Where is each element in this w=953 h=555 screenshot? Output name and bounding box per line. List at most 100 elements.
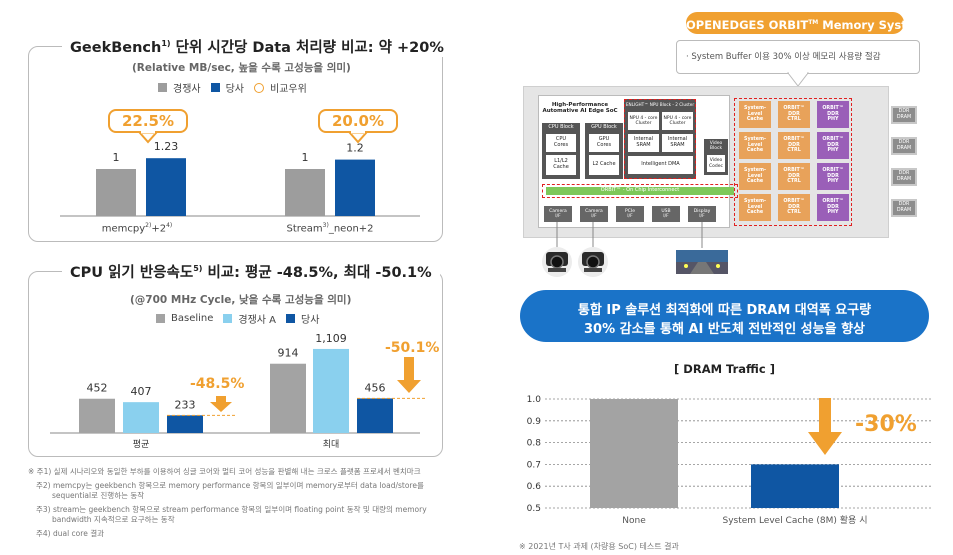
footnote-2: 주2) memcpy는 geekbench 항목으로 memory perfor… [36, 481, 424, 490]
geek-bar-value: 1.2 [346, 142, 364, 155]
footnote-3b: bandwidth 지속적으로 요구하는 동작 [52, 515, 175, 524]
cpu-bar-1-2 [123, 402, 159, 433]
footnote-3: 주3) stream는 geekbench 항목으로 stream perfor… [36, 505, 427, 514]
geek-bar-1-2 [146, 158, 186, 216]
ddr-ctrl-4: ORBIT™ DDR CTRL [778, 194, 810, 221]
legend-baseline: Baseline [171, 313, 214, 324]
traffic-ytick: 1.0 [527, 395, 542, 405]
cpu-bar-2-2 [313, 348, 349, 433]
if-pcie: PCIe I/F [616, 206, 644, 222]
geek-xlabel-stream: Stream3)_neon+2 [286, 222, 374, 235]
traffic-title: [ DRAM Traffic ] [674, 362, 775, 376]
ddr-phy-2: ORBIT™ DDR PHY [817, 132, 849, 159]
legend-advantage-icon [254, 82, 265, 93]
cpu-title: CPU 읽기 반응속도5) 비교: 평균 -48.5%, 최대 -50.1% [62, 261, 440, 282]
legend-ours: 당사 [225, 84, 245, 95]
footnote-2b: sequential로 진행하는 동작 [52, 491, 145, 500]
video-block-label: Video Block [709, 140, 723, 151]
orbit-badge: OPENEDGES ORBITTM Memory System [686, 12, 926, 34]
sram-2: Internal SRAM [662, 134, 693, 152]
traffic-delta: -30% [855, 412, 917, 437]
down-arrow-icon [808, 398, 842, 455]
headline-banner [520, 290, 929, 342]
system-level-cache-3: System- Level Cache [739, 163, 771, 190]
system-level-cache-1: System- Level Cache [739, 101, 771, 128]
traffic-xlabel: System Level Cache (8M) 활용 시 [723, 514, 868, 526]
traffic-xlabel: None [622, 516, 646, 526]
ddr-phy-4: ORBIT™ DDR PHY [817, 194, 849, 221]
orbit-callout-text: · System Buffer 이용 30% 이상 메모리 사용량 절감 [686, 52, 881, 62]
cpu-bar-value: 914 [278, 347, 299, 360]
ddr-ctrl-2: ORBIT™ DDR CTRL [778, 132, 810, 159]
headline-line-2: 30% 감소를 통해 AI 반도체 전반적인 성능을 향상 [583, 322, 865, 337]
cpu-category-label: 최대 [323, 439, 340, 450]
cpu-subtitle: (@700 MHz Cycle, 낮을 수록 고성능을 의미) [130, 294, 352, 306]
footnote-1: ※ 주1) 실제 시나리오와 동일한 부하를 이용하여 싱글 코어와 멀티 코어… [28, 467, 421, 476]
ddr-phy-3: ORBIT™ DDR PHY [817, 163, 849, 190]
cpu-legend: Baseline 경쟁사 A 당사 [156, 311, 319, 326]
geek-bar-value: 1 [302, 151, 309, 164]
ddr-dram-4: DDR DRAM [891, 199, 917, 217]
orbit-memory-dashed [734, 98, 852, 226]
cpu-cores: CPU Cores [546, 134, 576, 152]
legend-swatch-ours [210, 83, 220, 92]
gpu-block-label: GPU Block [591, 124, 617, 131]
legend-swatch-compA [223, 314, 233, 323]
video-codec: Video Codec [707, 155, 725, 172]
geek-bar-value: 1 [113, 151, 120, 164]
cpu-block-label: CPU Block [548, 124, 574, 131]
l1l2-cache: L1/L2 Cache [546, 155, 576, 175]
cpu-bar-2-3 [357, 398, 393, 433]
ddr-dram-2: DDR DRAM [891, 137, 917, 155]
geek-bar-2-2 [335, 159, 375, 216]
geek-bar-1-1 [96, 169, 136, 216]
if-camera-2: Camera I/F [580, 206, 608, 222]
if-camera-1: Camera I/F [544, 206, 572, 222]
if-usb: USB I/F [652, 206, 680, 222]
cpu-bar-value: 1,109 [315, 332, 347, 345]
camera-icon [578, 247, 608, 277]
geek-xlabel-memcpy: memcpy2)+24) [101, 222, 173, 235]
cpu-bar-1-3 [167, 415, 203, 433]
npu-cluster-1: NPU 4 - core Cluster [628, 112, 659, 130]
noc-dashed [542, 184, 738, 198]
cpu-bar-2-1 [270, 363, 306, 433]
ddr-ctrl-1: ORBIT™ DDR CTRL [778, 101, 810, 128]
camera-icon [542, 247, 572, 277]
geek-bar-2-1 [285, 169, 325, 216]
npu-cluster-2: NPU 4 - core Cluster [662, 112, 693, 130]
down-arrow-icon [397, 357, 421, 393]
gpu-cores: GPU Cores [589, 134, 619, 152]
intelligent-dma: Intelligent DMA [628, 156, 693, 174]
cpu-delta-avg: -48.5% [190, 376, 245, 392]
geek-badge-memcpy: 22.5% [108, 109, 188, 133]
ddr-dram-1: DDR DRAM [891, 106, 917, 124]
geek-bar-value: 1.23 [154, 140, 179, 153]
cpu-category-label: 평균 [133, 439, 150, 450]
traffic-bar-1 [590, 399, 678, 508]
system-level-cache-4: System- Level Cache [739, 194, 771, 221]
geekbench-subtitle: (Relative MB/sec, 높을 수록 고성능을 의미) [132, 62, 351, 74]
sram-1: Internal SRAM [628, 134, 659, 152]
ddr-ctrl-3: ORBIT™ DDR CTRL [778, 163, 810, 190]
down-arrow-icon [210, 396, 232, 412]
cpu-delta-max: -50.1% [385, 340, 440, 356]
traffic-ytick: 0.7 [527, 460, 541, 470]
traffic-ytick: 0.5 [527, 504, 541, 514]
legend-swatch-ours2 [286, 314, 296, 323]
traffic-ytick: 0.9 [527, 417, 542, 427]
cpu-bar-value: 452 [87, 382, 108, 395]
if-display: Display I/F [688, 206, 716, 222]
cpu-bar-value: 456 [365, 381, 386, 394]
legend-swatch-baseline [156, 314, 165, 323]
soc-title: High-Performance Automative AI Edge SoC [542, 101, 618, 114]
traffic-bar-2 [751, 464, 839, 508]
geekbench-legend: 경쟁사 당사 비교우위 [158, 80, 307, 95]
cpu-bar-value: 233 [175, 398, 196, 411]
legend-compA: 경쟁사 A [238, 315, 277, 326]
npu-title: ENLIGHT™ NPU Block - 2 Cluster [625, 101, 695, 107]
